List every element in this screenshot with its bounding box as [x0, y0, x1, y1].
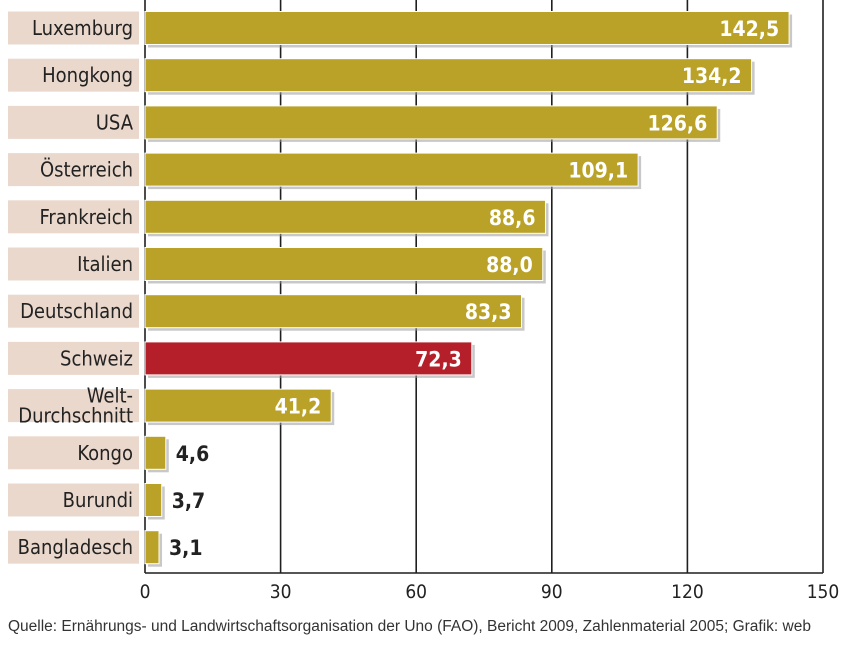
bar [144, 530, 160, 565]
bar [144, 105, 718, 140]
category-label: USA [96, 110, 134, 134]
category-label-bg [8, 247, 139, 281]
source-note: Quelle: Ernährungs- und Landwirtschaftso… [8, 618, 811, 635]
bar [144, 247, 544, 281]
category-labels: Luxemburg Hongkong USA Österreich Frankreich… [8, 11, 139, 564]
gridlines [144, 0, 824, 574]
x-tick-label: 150 [807, 581, 840, 603]
value-label: 88,0 [486, 253, 533, 277]
bar [144, 388, 332, 423]
value-label: 88,6 [489, 206, 536, 230]
bar [144, 294, 523, 329]
category-label: Österreich [40, 158, 133, 182]
x-tick-label: 30 [270, 581, 292, 603]
category-label-bg [8, 483, 139, 517]
bar [144, 152, 639, 187]
category-label-bg [8, 436, 139, 470]
category-label: Frankreich [40, 205, 133, 229]
bar [144, 435, 167, 470]
category-label: Italien [77, 252, 133, 276]
value-label: 41,2 [275, 395, 322, 419]
x-tick-label: 0 [140, 581, 151, 603]
bar [144, 199, 546, 234]
category-label-bg [8, 105, 139, 139]
category-label-bg [8, 200, 139, 234]
bars: 142,5 134,2 126,6 109,1 88,6 88,0 83,372,3 41,2… [144, 11, 793, 567]
category-label: Luxemburg [32, 16, 133, 40]
value-label: 4,6 [176, 442, 209, 466]
x-tick-label: 60 [405, 581, 427, 603]
bar [144, 483, 163, 517]
category-label-bg [8, 389, 139, 423]
value-label: 109,1 [568, 159, 628, 183]
value-label: 3,1 [169, 536, 202, 560]
category-label: Bangladesch [18, 535, 133, 559]
bar [144, 11, 790, 45]
value-label: 3,7 [172, 489, 205, 513]
category-label: Welt-Durchschnitt [18, 384, 133, 428]
category-label: Hongkong [42, 63, 133, 87]
bar [144, 58, 753, 93]
category-label-bg [8, 294, 139, 328]
x-tick-label: 120 [671, 581, 704, 603]
category-label: Kongo [77, 441, 133, 465]
category-label-bg [8, 530, 139, 564]
value-label: 83,3 [465, 300, 512, 324]
value-label: 72,3 [415, 347, 462, 371]
value-label: 126,6 [647, 111, 707, 135]
category-label-bg [8, 153, 139, 187]
x-axis-ticks: 0 30 60 90 120 150 [140, 581, 840, 603]
x-tick-label: 90 [541, 581, 563, 603]
category-label-bg [8, 58, 139, 92]
category-label-bg [8, 341, 139, 375]
category-label-bg [8, 11, 139, 45]
bar-highlight [144, 341, 473, 376]
value-label: 142,5 [719, 17, 779, 41]
category-label: Deutschland [20, 299, 133, 323]
category-label: Schweiz [60, 346, 133, 370]
value-label: 134,2 [682, 64, 742, 88]
category-label: Burundi [63, 488, 133, 512]
